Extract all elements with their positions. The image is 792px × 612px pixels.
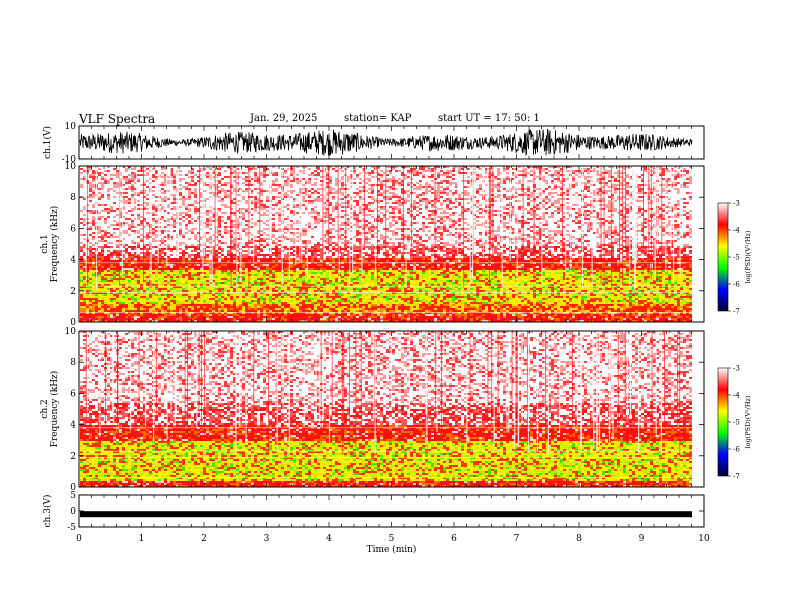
x-tick-label: 3	[264, 534, 270, 544]
chart-date: Jan. 29, 2025	[250, 113, 317, 124]
x-tick-label: 0	[76, 534, 82, 544]
y-tick-label: 6	[70, 224, 76, 234]
ch3-axes-frame	[78, 494, 705, 528]
y-tick-label: 10	[65, 122, 77, 132]
x-tick-label: 9	[639, 534, 645, 544]
ch1-series-line	[79, 128, 693, 157]
x-tick-label: 6	[451, 534, 457, 544]
y-tick-label: 4	[70, 256, 76, 266]
y-tick-label: 5	[70, 491, 76, 501]
chart-station: station= KAP	[344, 113, 411, 124]
x-axis-label: Time (min)	[367, 544, 417, 555]
ch1-ylabel: ch.1(V)	[42, 126, 53, 159]
x-tick-label: 4	[326, 534, 332, 544]
ch1-ylabel-frequency: Frequency (kHz)	[49, 206, 60, 283]
ch3-ylabel: ch.3(V)	[42, 495, 53, 528]
ch2-spectrogram-panel: 0 2 4 6 8 10 ch.2 Frequency (kHz) -3 -4 -5 -6 -7 log(…	[40, 327, 752, 493]
x-tick-label: 5	[389, 534, 395, 544]
y-tick-label: 6	[70, 389, 76, 399]
ch2-ylabel-frequency: Frequency (kHz)	[49, 371, 60, 448]
ch2-colorbar-label: log(PSD)(V²/Hz)	[744, 395, 752, 448]
y-tick-label: 2	[70, 287, 76, 297]
colorbar-tick-label: -5	[733, 419, 740, 427]
chart-start-time: start UT = 17: 50: 1	[438, 113, 540, 124]
colorbar-tick-label: -3	[733, 365, 740, 373]
x-tick-label: 8	[576, 534, 582, 544]
ch2-colorbar	[717, 367, 729, 477]
x-tick-label: 7	[514, 534, 520, 544]
y-tick-label: 0	[70, 318, 76, 328]
colorbar-tick-label: -7	[733, 308, 740, 316]
colorbar-tick-label: -6	[733, 446, 740, 454]
ch2-spectrogram-frame	[78, 330, 705, 488]
chart-title: VLF Spectra	[79, 112, 155, 126]
y-tick-label: 10	[65, 162, 77, 172]
y-tick-label: 0	[70, 483, 76, 493]
ch1-ylabel-channel: ch.1	[40, 234, 50, 253]
ch1-axes-frame	[78, 125, 705, 160]
y-tick-label: 8	[70, 193, 76, 203]
y-tick-label: -10	[62, 155, 77, 165]
ch1-colorbar-label: log(PSD)(V²/Hz)	[744, 230, 752, 283]
colorbar-tick-label: -7	[733, 473, 740, 481]
x-tick-label: 2	[201, 534, 207, 544]
ch1-spectrogram-frame	[78, 165, 705, 323]
colorbar-tick-label: -3	[733, 200, 740, 208]
ch2-ylabel-channel: ch.2	[40, 399, 50, 418]
x-tick-label: 10	[698, 534, 710, 544]
y-tick-label: 4	[70, 421, 76, 431]
y-tick-label: 8	[70, 358, 76, 368]
ch1-colorbar	[717, 202, 729, 312]
colorbar-tick-label: -4	[733, 227, 740, 235]
y-tick-label: 0	[70, 507, 76, 517]
y-tick-label: -5	[67, 523, 76, 533]
y-tick-label: 10	[65, 327, 77, 337]
colorbar-tick-label: -4	[733, 392, 740, 400]
colorbar-tick-label: -5	[733, 254, 740, 262]
ch1-spectrogram-panel: 0 2 4 6 8 10 ch.1 Frequency (kHz) -3 -4 -5 -6 -7 log(…	[40, 162, 752, 328]
y-tick-label: 2	[70, 452, 76, 462]
colorbar-tick-label: -6	[733, 281, 740, 289]
ch3-series-line	[80, 511, 692, 518]
x-tick-label: 1	[139, 534, 145, 544]
